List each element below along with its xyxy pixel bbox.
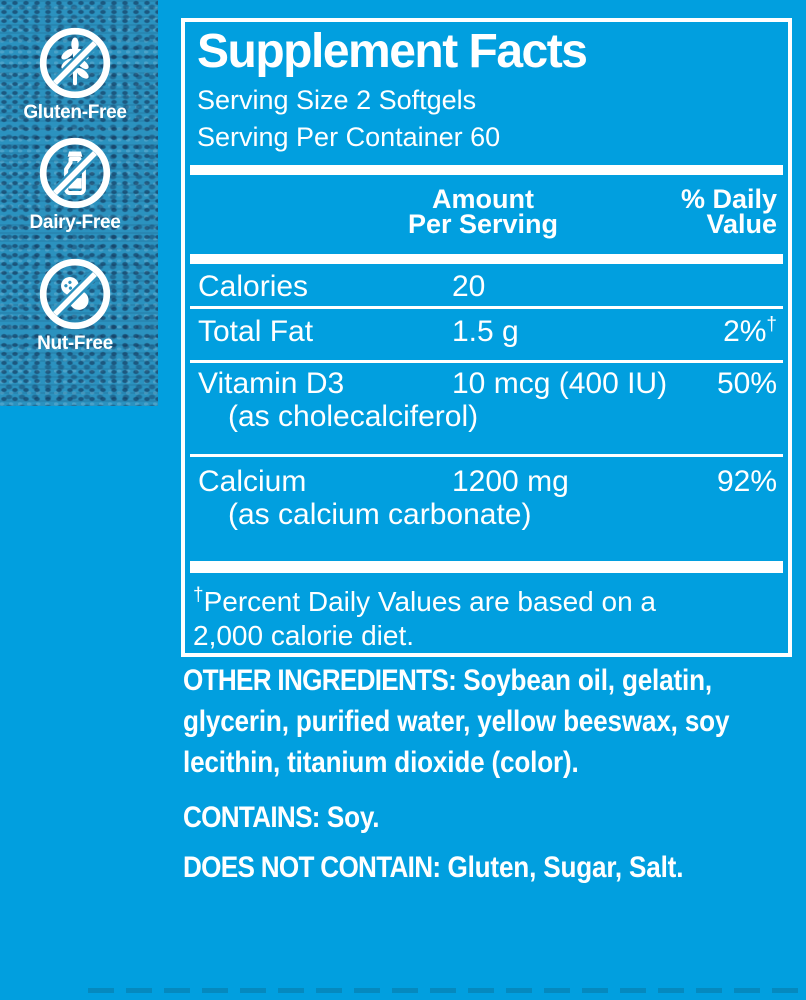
other-ingredients-text: Soybean oil, gelatin, glycerin, purified… (183, 664, 730, 779)
nutrient-source: (as cholecalciferol) (228, 400, 479, 433)
dv-value: 2% (723, 315, 767, 348)
nutrient-row-total-fat: Total Fat 1.5 g 2%† (190, 306, 783, 360)
no-dairy-icon (39, 137, 111, 209)
nutrient-row-calories: Calories 20 (190, 264, 783, 306)
no-nut-icon (39, 258, 111, 330)
amount-header-line1: Amount (432, 184, 534, 214)
badge-dairy-free: Dairy-Free (5, 136, 145, 234)
nutrient-row-calcium: Calcium 1200 mg 92% (as calcium carbonat… (190, 454, 783, 559)
divider-thick-top (190, 165, 783, 175)
no-gluten-icon (39, 27, 111, 99)
does-not-contain-label: DOES NOT CONTAIN: (183, 851, 441, 884)
nutrient-dv: 50% (716, 367, 777, 400)
nutrient-name: Calories (198, 270, 309, 303)
contains-text: Soy. (319, 801, 380, 834)
footnote-line2: 2,000 calorie diet. (193, 620, 415, 651)
dagger-superscript: † (193, 584, 204, 606)
servings-per-container: Serving Per Container 60 (197, 122, 501, 152)
divider-thick-bottom (190, 561, 783, 573)
badge-label-dairy-free: Dairy-Free (29, 212, 121, 233)
nutrient-name: Vitamin D3 (198, 367, 345, 400)
nutrient-name: Total Fat (198, 315, 314, 348)
contains-statement: CONTAINS: Soy. (183, 797, 792, 838)
badge-label-gluten-free: Gluten-Free (23, 102, 127, 123)
other-ingredients-label: OTHER INGREDIENTS: (183, 664, 457, 697)
contains-label: CONTAINS: (183, 801, 320, 834)
details-section: OTHER INGREDIENTS: Soybean oil, gelatin,… (183, 660, 792, 888)
nutrient-dv: 92% (716, 465, 777, 498)
divider-thick-header (190, 254, 783, 264)
dagger-superscript: † (766, 314, 777, 335)
badge-gluten-free: Gluten-Free (5, 26, 145, 124)
supplement-facts-title: Supplement Facts (197, 25, 588, 78)
daily-value-footnote: †Percent Daily Values are based on a 2,0… (185, 573, 788, 653)
does-not-contain-text: Gluten, Sugar, Salt. (440, 851, 684, 884)
nutrient-name: Calcium (198, 465, 307, 498)
amount-header-line2: Per Serving (407, 209, 559, 239)
badge-label-nut-free: Nut-Free (37, 333, 113, 354)
amount-per-serving-header: Amount Per Serving (383, 184, 583, 239)
nutrient-amount: 10 mcg (400 IU) (452, 367, 668, 400)
daily-value-header: % Daily Value (680, 184, 777, 239)
nutrient-amount: 1.5 g (452, 315, 519, 348)
nutrient-amount: 20 (452, 270, 486, 303)
other-ingredients: OTHER INGREDIENTS: Soybean oil, gelatin,… (183, 660, 792, 783)
badge-nut-free: Nut-Free (5, 257, 145, 355)
supplement-facts-panel: Supplement Facts Serving Size 2 Softgels… (181, 18, 792, 657)
dv-header-line1: % Daily (680, 184, 777, 214)
nutrient-dv: 2%† (723, 315, 777, 348)
nutrient-amount: 1200 mg (452, 465, 569, 498)
dv-header-line2: Value (706, 209, 777, 239)
does-not-contain-statement: DOES NOT CONTAIN: Gluten, Sugar, Salt. (183, 847, 792, 888)
fabric-texture: Gluten-Free Dairy-Free Nu (0, 0, 158, 406)
bottom-stitch-line (88, 988, 806, 993)
nutrient-row-vitamin-d3: Vitamin D3 10 mcg (400 IU) 50% (as chole… (190, 360, 783, 454)
serving-size: Serving Size 2 Softgels (197, 85, 477, 115)
footnote-line1: Percent Daily Values are based on a (203, 586, 656, 617)
nutrient-source: (as calcium carbonate) (228, 498, 532, 531)
column-headers: Amount Per Serving % Daily Value (185, 175, 788, 254)
